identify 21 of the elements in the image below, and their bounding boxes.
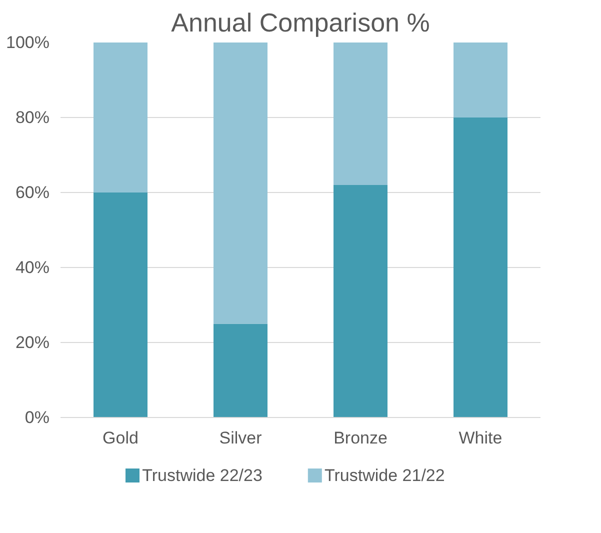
y-tick-label: 60% <box>15 183 50 202</box>
bar <box>214 42 268 324</box>
y-tick-label: 40% <box>15 258 50 277</box>
x-tick-label: Bronze <box>334 428 388 448</box>
y-tick-label: 20% <box>15 333 50 352</box>
bar <box>334 42 388 185</box>
bar <box>454 42 508 118</box>
bar <box>214 324 268 418</box>
x-tick-label: Silver <box>219 428 262 448</box>
legend-label: Trustwide 22/23 <box>142 466 262 485</box>
x-tick-label: Gold <box>102 428 138 448</box>
y-tick-label: 80% <box>15 108 50 127</box>
legend-label: Trustwide 21/22 <box>324 466 445 485</box>
y-tick-label: 100% <box>6 33 50 52</box>
y-tick-label: 0% <box>24 408 50 427</box>
bar <box>94 192 148 418</box>
bar <box>334 185 388 418</box>
bar <box>94 42 148 192</box>
chart-title: Annual Comparison % <box>171 8 430 38</box>
x-tick-label: White <box>458 428 502 448</box>
bar <box>454 118 508 418</box>
